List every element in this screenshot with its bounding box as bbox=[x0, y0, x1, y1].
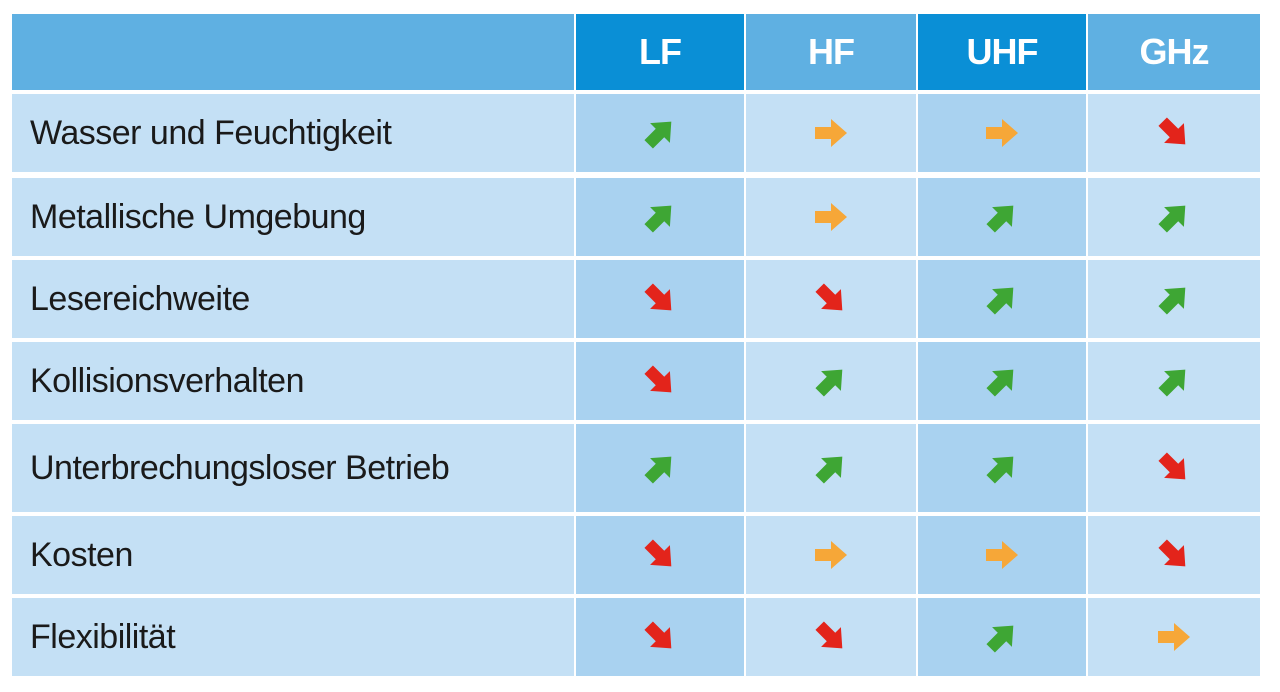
rating-cell-lf bbox=[576, 260, 744, 338]
arrow-up-right-icon bbox=[815, 369, 843, 397]
arrow-right-icon bbox=[815, 203, 847, 231]
header-row: LF HF UHF GHz bbox=[12, 14, 1260, 90]
column-header-uhf: UHF bbox=[918, 14, 1086, 90]
rating-cell-ghz bbox=[1088, 424, 1260, 512]
row-label: Wasser und Feuchtigkeit bbox=[12, 94, 574, 172]
table-row: Wasser und Feuchtigkeit bbox=[12, 94, 1260, 172]
rating-cell-uhf bbox=[918, 516, 1086, 594]
rating-cell-uhf bbox=[918, 260, 1086, 338]
arrow-down-right-icon bbox=[644, 539, 672, 567]
rating-cell-hf bbox=[746, 342, 916, 420]
rating-cell-hf bbox=[746, 424, 916, 512]
rating-cell-hf bbox=[746, 516, 916, 594]
arrow-up-right-icon bbox=[1158, 205, 1186, 233]
row-label: Metallische Umgebung bbox=[12, 178, 574, 256]
rating-cell-hf bbox=[746, 260, 916, 338]
row-label: Flexibilität bbox=[12, 598, 574, 676]
rating-cell-ghz bbox=[1088, 516, 1260, 594]
arrow-right-icon bbox=[815, 119, 847, 147]
rating-cell-uhf bbox=[918, 342, 1086, 420]
rating-cell-lf bbox=[576, 342, 744, 420]
table-row: Kollisionsverhalten bbox=[12, 342, 1260, 420]
rating-cell-lf bbox=[576, 424, 744, 512]
arrow-right-icon bbox=[1158, 623, 1190, 651]
row-label: Kosten bbox=[12, 516, 574, 594]
table-row: Unterbrechungsloser Betrieb bbox=[12, 424, 1260, 512]
rating-cell-ghz bbox=[1088, 94, 1260, 172]
column-header-ghz: GHz bbox=[1088, 14, 1260, 90]
arrow-down-right-icon bbox=[644, 283, 672, 311]
rating-cell-uhf bbox=[918, 598, 1086, 676]
arrow-right-icon bbox=[986, 119, 1018, 147]
arrow-down-right-icon bbox=[644, 621, 672, 649]
table-row: Metallische Umgebung bbox=[12, 178, 1260, 256]
rating-cell-uhf bbox=[918, 94, 1086, 172]
arrow-down-right-icon bbox=[1158, 539, 1186, 567]
rating-cell-hf bbox=[746, 94, 916, 172]
arrow-up-right-icon bbox=[986, 369, 1014, 397]
rating-cell-ghz bbox=[1088, 342, 1260, 420]
arrow-up-right-icon bbox=[986, 205, 1014, 233]
column-header-lf: LF bbox=[576, 14, 744, 90]
column-header-hf: HF bbox=[746, 14, 916, 90]
arrow-up-right-icon bbox=[986, 456, 1014, 484]
arrow-down-right-icon bbox=[815, 283, 843, 311]
rfid-comparison-table: LF HF UHF GHz Wasser und Feuchtigkeit Met… bbox=[12, 14, 1260, 678]
arrow-up-right-icon bbox=[1158, 369, 1186, 397]
arrow-down-right-icon bbox=[644, 365, 672, 393]
arrow-down-right-icon bbox=[1158, 117, 1186, 145]
table-row: Kosten bbox=[12, 516, 1260, 594]
table-row: Flexibilität bbox=[12, 598, 1260, 676]
arrow-up-right-icon bbox=[815, 456, 843, 484]
rating-cell-lf bbox=[576, 516, 744, 594]
rating-cell-ghz bbox=[1088, 178, 1260, 256]
rating-cell-uhf bbox=[918, 424, 1086, 512]
rating-cell-hf bbox=[746, 178, 916, 256]
rating-cell-hf bbox=[746, 598, 916, 676]
arrow-down-right-icon bbox=[1158, 452, 1186, 480]
arrow-up-right-icon bbox=[644, 205, 672, 233]
rating-cell-lf bbox=[576, 598, 744, 676]
rating-cell-uhf bbox=[918, 178, 1086, 256]
arrow-up-right-icon bbox=[644, 121, 672, 149]
table-row: Lesereichweite bbox=[12, 260, 1260, 338]
row-label: Kollisionsverhalten bbox=[12, 342, 574, 420]
header-label-cell bbox=[12, 14, 574, 90]
arrow-up-right-icon bbox=[1158, 287, 1186, 315]
row-label: Lesereichweite bbox=[12, 260, 574, 338]
arrow-up-right-icon bbox=[986, 625, 1014, 653]
arrow-up-right-icon bbox=[644, 456, 672, 484]
rating-cell-lf bbox=[576, 178, 744, 256]
rating-cell-lf bbox=[576, 94, 744, 172]
arrow-up-right-icon bbox=[986, 287, 1014, 315]
arrow-down-right-icon bbox=[815, 621, 843, 649]
rating-cell-ghz bbox=[1088, 598, 1260, 676]
row-label: Unterbrechungsloser Betrieb bbox=[12, 424, 574, 512]
rating-cell-ghz bbox=[1088, 260, 1260, 338]
arrow-right-icon bbox=[986, 541, 1018, 569]
arrow-right-icon bbox=[815, 541, 847, 569]
